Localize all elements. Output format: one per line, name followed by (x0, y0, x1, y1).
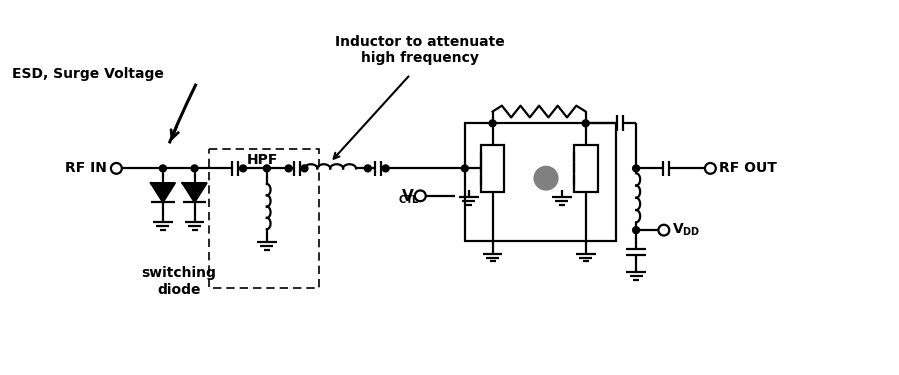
Text: RF OUT: RF OUT (719, 161, 777, 176)
Bar (574, 145, 598, 192)
Circle shape (263, 165, 271, 172)
Text: HPF: HPF (246, 153, 278, 166)
Circle shape (534, 166, 558, 190)
Text: ESD, Surge Voltage: ESD, Surge Voltage (13, 67, 165, 81)
Bar (465, 123, 617, 241)
Circle shape (633, 227, 639, 234)
Circle shape (489, 120, 496, 127)
Circle shape (285, 165, 292, 172)
Circle shape (461, 165, 468, 172)
Bar (209, 149, 319, 288)
Circle shape (633, 165, 639, 172)
Circle shape (301, 165, 308, 172)
Text: switching
diode: switching diode (141, 266, 216, 297)
Polygon shape (151, 183, 174, 202)
Circle shape (191, 165, 198, 172)
Circle shape (414, 190, 426, 201)
Circle shape (583, 120, 589, 127)
Text: RF IN: RF IN (65, 161, 106, 176)
Text: Inductor to attenuate
high frequency: Inductor to attenuate high frequency (335, 35, 505, 65)
Circle shape (705, 163, 716, 174)
Text: $\mathbf{V}_{\mathbf{DD}}$: $\mathbf{V}_{\mathbf{DD}}$ (672, 222, 700, 238)
Polygon shape (182, 183, 207, 202)
Circle shape (159, 165, 166, 172)
Circle shape (240, 165, 246, 172)
Bar (481, 145, 504, 192)
Text: $\mathbf{V}$: $\mathbf{V}$ (401, 188, 414, 204)
Circle shape (111, 163, 121, 174)
Circle shape (382, 165, 389, 172)
Text: $\mathbf{CTL}$: $\mathbf{CTL}$ (397, 193, 419, 205)
Circle shape (658, 225, 669, 236)
Circle shape (364, 165, 371, 172)
